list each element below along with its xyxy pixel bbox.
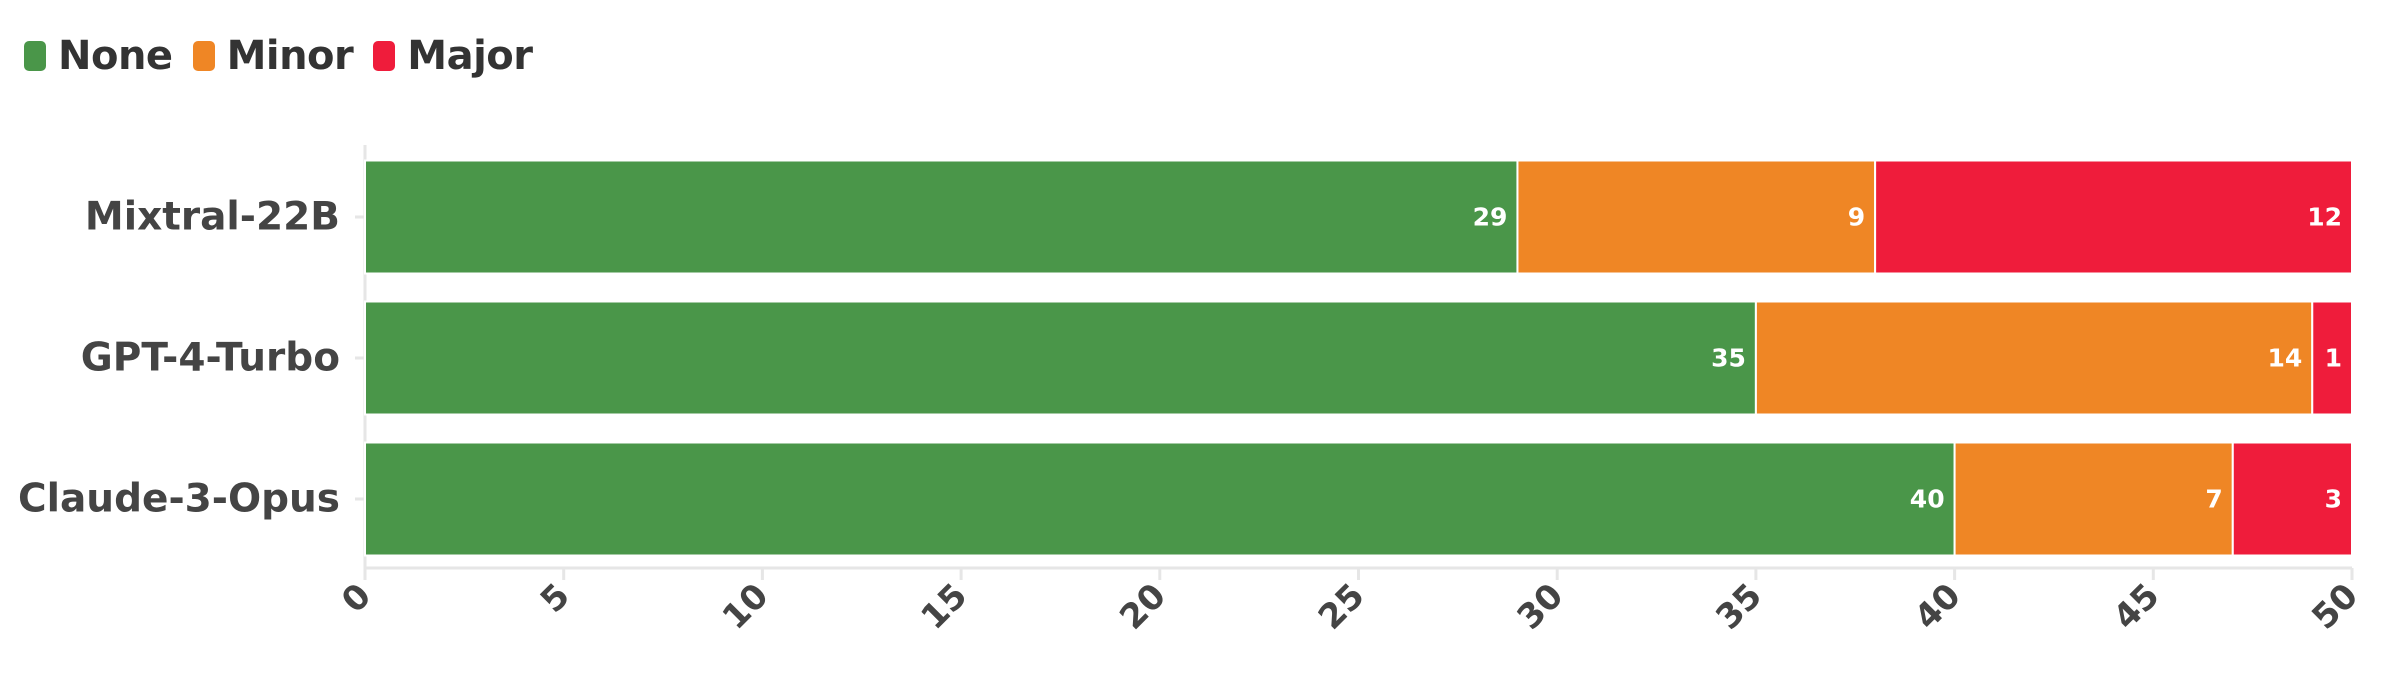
data-label: 9 bbox=[1848, 203, 1865, 232]
legend-swatch bbox=[192, 41, 215, 71]
legend-label: Minor bbox=[226, 33, 354, 79]
category-label: Claude-3-Opus bbox=[18, 477, 340, 522]
x-tick-label: 10 bbox=[715, 576, 777, 638]
x-tick-label: 40 bbox=[1907, 576, 1969, 638]
legend-item-minor[interactable]: Minor bbox=[192, 33, 354, 79]
chart-legend: None Minor Major bbox=[24, 26, 552, 86]
data-label: 40 bbox=[1910, 485, 1945, 514]
bar-segment-minor bbox=[1516, 159, 1877, 275]
x-tick-label: 5 bbox=[533, 576, 578, 621]
x-tick-label: 20 bbox=[1112, 576, 1174, 638]
bar-segment-major bbox=[2231, 441, 2354, 557]
legend-swatch bbox=[24, 41, 46, 71]
data-label: 7 bbox=[2205, 485, 2222, 514]
x-tick-label: 15 bbox=[913, 576, 975, 638]
x-tick-label: 25 bbox=[1311, 576, 1373, 638]
bar-segment-major bbox=[2311, 300, 2354, 416]
legend-swatch bbox=[373, 41, 396, 71]
bar-segment-none bbox=[364, 441, 1956, 557]
legend-label: Major bbox=[407, 33, 533, 79]
x-tick-label: 45 bbox=[2106, 576, 2168, 638]
data-label: 1 bbox=[2325, 344, 2342, 373]
bar-segment-minor bbox=[1953, 441, 2234, 557]
legend-label: None bbox=[58, 33, 173, 79]
category-label: Mixtral-22B bbox=[85, 195, 340, 240]
bar-segment-minor bbox=[1754, 300, 2314, 416]
data-label: 3 bbox=[2325, 485, 2342, 514]
category-label: GPT-4-Turbo bbox=[81, 336, 340, 381]
x-tick-label: 50 bbox=[2304, 576, 2366, 638]
data-label: 35 bbox=[1711, 344, 1746, 373]
data-label: 12 bbox=[2307, 203, 2342, 232]
x-tick-label: 0 bbox=[334, 576, 379, 621]
legend-item-none[interactable]: None bbox=[24, 33, 173, 79]
bar-segment-none bbox=[364, 300, 1757, 416]
bar-segment-major bbox=[1874, 159, 2353, 275]
legend-item-major[interactable]: Major bbox=[373, 33, 533, 79]
data-label: 29 bbox=[1473, 203, 1508, 232]
x-tick-label: 35 bbox=[1708, 576, 1770, 638]
data-label: 14 bbox=[2267, 344, 2302, 373]
x-tick-label: 30 bbox=[1510, 576, 1572, 638]
bar-segment-none bbox=[364, 159, 1519, 275]
